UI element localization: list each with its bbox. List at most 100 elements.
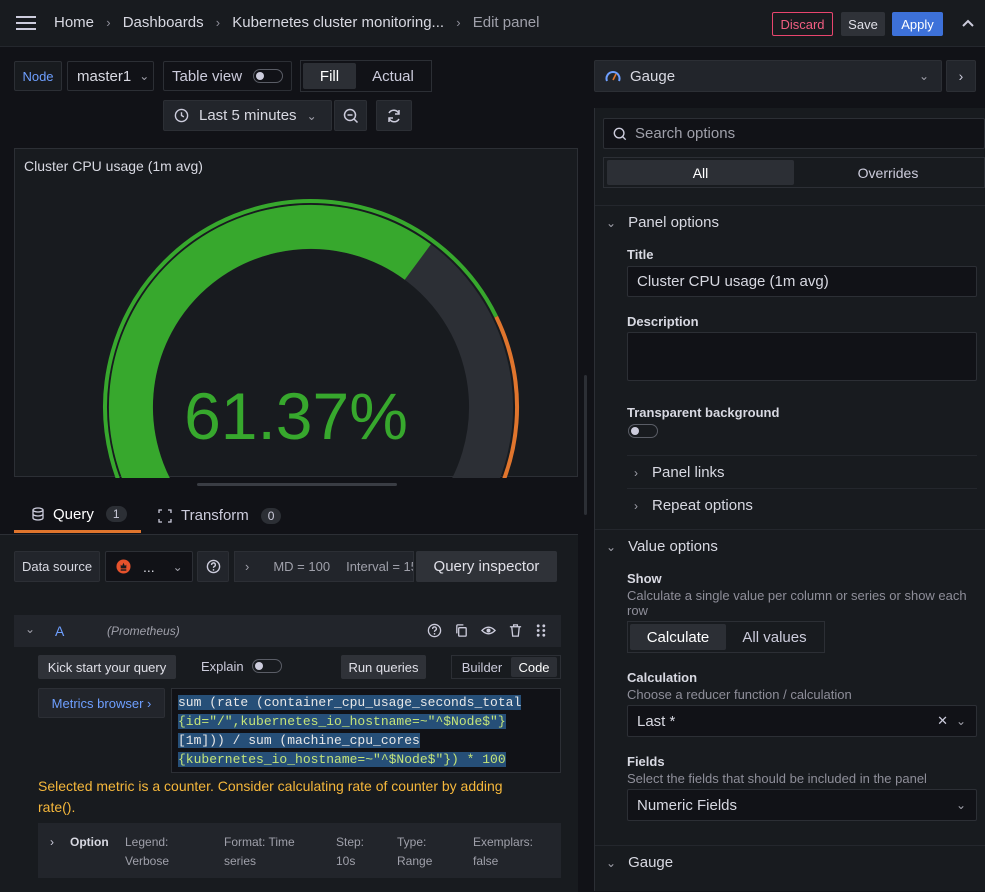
- fill-button[interactable]: Fill: [303, 63, 356, 89]
- node-variable-label: Node: [14, 61, 62, 91]
- gauge-icon: [605, 71, 621, 82]
- table-view-label: Table view: [172, 67, 243, 85]
- calculate-button[interactable]: Calculate: [630, 624, 726, 650]
- help-icon: [206, 559, 220, 574]
- exemplars-key: Exemplars:: [473, 835, 534, 849]
- save-button[interactable]: Save: [841, 12, 885, 36]
- zoom-out-button[interactable]: [334, 100, 367, 131]
- chevron-down-icon: ⌄: [306, 108, 317, 123]
- refresh-icon: [388, 108, 400, 123]
- copy-icon[interactable]: [454, 623, 469, 638]
- refresh-button[interactable]: [376, 100, 412, 131]
- counter-warning-line-1: Selected metric is a counter. Consider c…: [38, 778, 503, 794]
- tab-transform[interactable]: Transform 0: [158, 498, 282, 533]
- query-line-1: sum (rate (container_cpu_usage_seconds_t…: [178, 695, 522, 710]
- tab-query[interactable]: Query 1: [14, 498, 141, 533]
- tab-all[interactable]: All: [607, 160, 794, 185]
- top-bar: [0, 0, 985, 47]
- collapse-options-button[interactable]: ›: [946, 60, 976, 92]
- type-key: Type:: [397, 835, 427, 849]
- search-options-input[interactable]: Search options: [603, 118, 985, 149]
- description-textarea[interactable]: [627, 332, 977, 381]
- calculation-select[interactable]: Last * ✕ ⌄: [627, 705, 977, 737]
- breadcrumb-dashboards[interactable]: Dashboards: [122, 14, 204, 31]
- table-view-toggle-group[interactable]: Table view: [163, 61, 292, 91]
- eye-icon[interactable]: [481, 623, 496, 638]
- calculation-description: Choose a reducer function / calculation: [627, 687, 852, 702]
- drag-handle-icon[interactable]: [535, 623, 547, 638]
- panel-resize-handle[interactable]: [197, 483, 397, 486]
- breadcrumb-dashboard[interactable]: Kubernetes cluster monitoring...: [232, 14, 445, 31]
- chevron-down-icon: ⌄: [606, 215, 617, 230]
- time-range-label: Last 5 minutes: [199, 107, 297, 124]
- chevron-down-icon: ⌄: [172, 559, 183, 574]
- title-label: Title: [627, 247, 654, 262]
- query-md: MD = 100: [273, 559, 331, 574]
- chevron-right-icon: ›: [245, 559, 250, 574]
- node-variable-select[interactable]: master1 ⌄: [67, 61, 154, 91]
- query-inspector-button[interactable]: Query inspector: [416, 551, 557, 582]
- trash-icon[interactable]: [508, 623, 523, 638]
- gauge-threshold-green: [103, 199, 498, 478]
- apply-button[interactable]: Apply: [892, 12, 943, 36]
- section-panel-links[interactable]: › Panel links: [634, 464, 725, 481]
- query-interval: Interval = 15s: [346, 559, 413, 574]
- help-icon[interactable]: [427, 623, 442, 638]
- breadcrumb: Home › Dashboards › Kubernetes cluster m…: [54, 14, 539, 31]
- legend-key: Legend:: [125, 835, 169, 849]
- chevron-right-icon: ›: [634, 465, 638, 480]
- show-label: Show: [627, 571, 662, 586]
- kick-start-button[interactable]: Kick start your query: [38, 655, 176, 679]
- type-value: Range: [397, 854, 433, 868]
- transparent-toggle[interactable]: [628, 424, 658, 438]
- discard-button[interactable]: Discard: [772, 12, 833, 36]
- code-mode-button[interactable]: Code: [511, 657, 557, 677]
- section-value-options[interactable]: ⌄ Value options: [606, 538, 718, 555]
- query-editor[interactable]: sum (rate (container_cpu_usage_seconds_t…: [171, 688, 561, 773]
- gauge-value-arc: [108, 204, 431, 478]
- collapse-query-a[interactable]: ⌄: [25, 622, 36, 636]
- query-options-summary[interactable]: › Option Legend: Verbose Format: Time seri…: [38, 823, 561, 878]
- panel-title: Cluster CPU usage (1m avg): [24, 158, 203, 174]
- legend-value: Verbose: [125, 854, 170, 868]
- tab-overrides[interactable]: Overrides: [857, 164, 919, 181]
- explain-label: Explain: [201, 659, 244, 674]
- menu-icon[interactable]: [16, 16, 36, 30]
- chevron-right-icon: ›: [215, 15, 221, 30]
- builder-mode-button[interactable]: Builder: [461, 659, 503, 675]
- section-repeat-options[interactable]: › Repeat options: [634, 497, 753, 514]
- query-a-letter[interactable]: A: [55, 623, 65, 639]
- datasource-help-button[interactable]: [197, 551, 229, 582]
- section-gauge[interactable]: ⌄ Gauge: [606, 854, 673, 871]
- chevron-up-icon[interactable]: [958, 12, 978, 34]
- chevron-down-icon: ⌄: [955, 714, 966, 728]
- options-pane: [594, 108, 985, 891]
- search-icon: [613, 127, 627, 140]
- datasource-label: Data source: [14, 551, 100, 582]
- gauge-section-title: Gauge: [628, 854, 674, 871]
- metrics-browser-button[interactable]: Metrics browser ›: [38, 688, 165, 718]
- counter-warning-line-2: rate().: [38, 799, 76, 815]
- clear-icon[interactable]: ✕: [937, 713, 948, 728]
- visualization-picker[interactable]: Gauge ⌄: [594, 60, 942, 92]
- chevron-right-icon: ›: [634, 498, 638, 513]
- title-input[interactable]: Cluster CPU usage (1m avg): [627, 266, 977, 297]
- fields-select[interactable]: Numeric Fields ⌄: [627, 789, 977, 821]
- section-panel-options[interactable]: ⌄ Panel options: [606, 214, 719, 231]
- time-range-picker[interactable]: Last 5 minutes ⌄: [163, 100, 332, 131]
- run-queries-button[interactable]: Run queries: [341, 655, 426, 679]
- chevron-right-icon: ›: [106, 15, 111, 30]
- chevron-down-icon: ⌄: [139, 69, 150, 83]
- chevron-right-icon: ›: [456, 15, 461, 30]
- pane-splitter[interactable]: [584, 375, 587, 515]
- explain-toggle[interactable]: [252, 659, 282, 673]
- description-label: Description: [627, 314, 699, 329]
- all-values-button[interactable]: All values: [742, 628, 807, 646]
- table-view-toggle[interactable]: [253, 69, 283, 83]
- query-options-toggle[interactable]: › MD = 100 Interval = 15s: [234, 551, 414, 582]
- datasource-picker[interactable]: ... ⌄: [105, 551, 193, 582]
- actual-button[interactable]: Actual: [372, 67, 414, 85]
- value-options-title: Value options: [628, 538, 718, 555]
- step-key: Step:: [336, 835, 365, 849]
- breadcrumb-home[interactable]: Home: [54, 14, 95, 31]
